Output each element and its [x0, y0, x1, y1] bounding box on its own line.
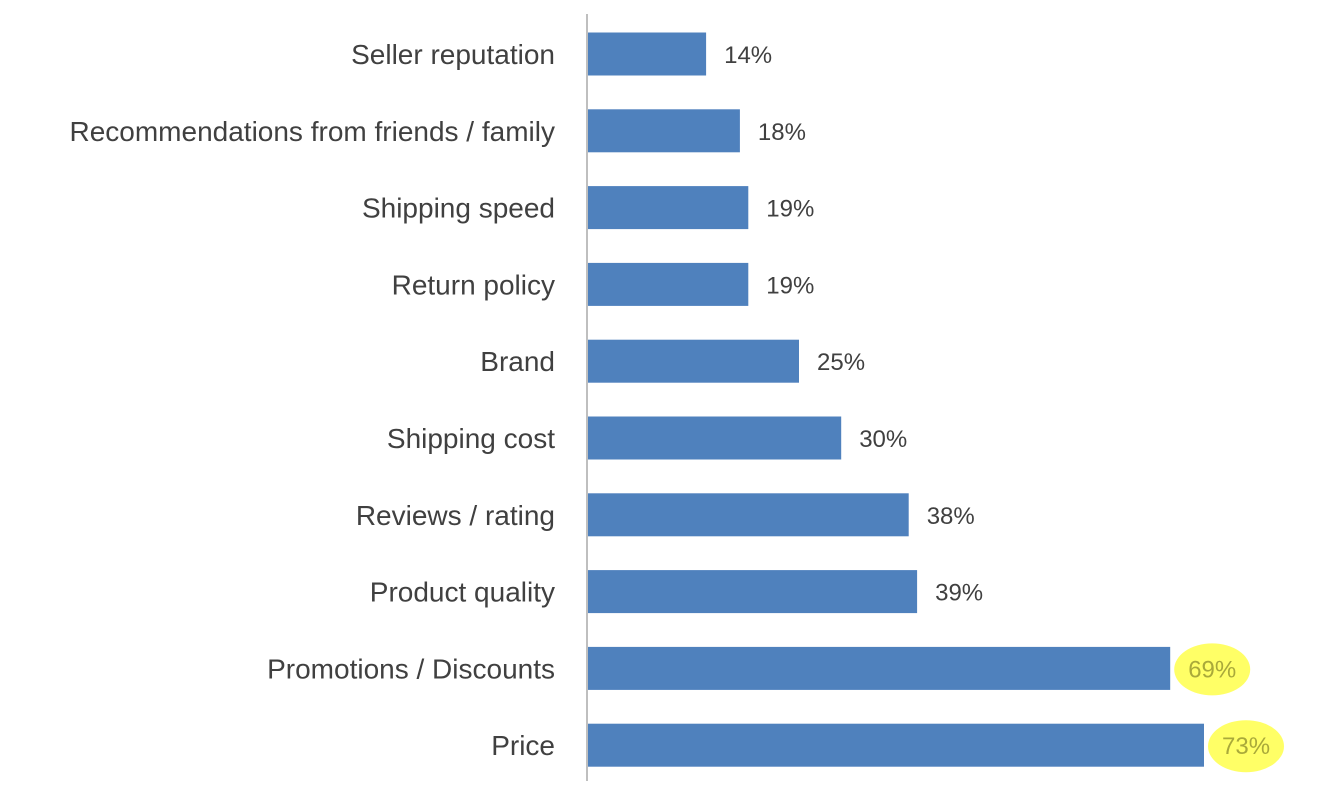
category-label: Product quality: [370, 577, 555, 608]
value-label: 30%: [859, 426, 907, 453]
bar: [588, 570, 917, 613]
value-label: 69%: [1188, 656, 1236, 683]
bar: [588, 493, 909, 536]
value-label: 25%: [817, 349, 865, 376]
value-label: 38%: [927, 503, 975, 530]
value-label: 18%: [758, 119, 806, 146]
value-label: 19%: [766, 196, 814, 223]
bar: [588, 109, 740, 152]
category-label: Promotions / Discounts: [267, 653, 555, 684]
category-label: Brand: [480, 346, 555, 377]
bars-group: Seller reputation 14% Recommendations from…: [69, 33, 1284, 773]
category-label: Shipping cost: [387, 423, 555, 454]
bar: [588, 417, 841, 460]
category-label: Reviews / rating: [356, 500, 555, 531]
category-label: Seller reputation: [351, 39, 555, 70]
bar: [588, 724, 1204, 767]
bar: [588, 340, 799, 383]
value-label: 73%: [1222, 733, 1270, 760]
value-label: 19%: [766, 272, 814, 299]
category-label: Recommendations from friends / family: [69, 116, 555, 147]
value-label: 14%: [724, 42, 772, 69]
bar: [588, 263, 748, 306]
bar: [588, 186, 748, 229]
bar: [588, 647, 1170, 690]
category-label: Return policy: [392, 269, 555, 300]
value-label: 39%: [935, 580, 983, 607]
category-label: Price: [491, 730, 555, 761]
bar: [588, 33, 706, 76]
category-label: Shipping speed: [362, 193, 555, 224]
